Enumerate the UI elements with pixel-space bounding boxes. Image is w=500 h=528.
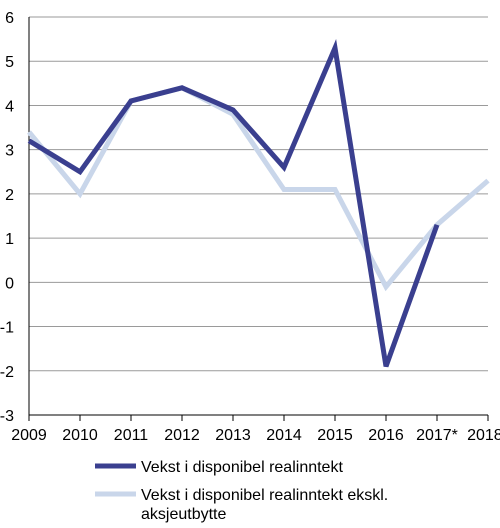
legend-label: Vekst i disponibel realinntekt ekskl. xyxy=(141,487,388,504)
x-tick-label: 2018* xyxy=(467,427,500,444)
y-tick-label: 2 xyxy=(5,187,14,204)
x-tick-label: 2011 xyxy=(114,427,149,444)
x-axis xyxy=(28,414,489,421)
y-tick-label: 6 xyxy=(5,10,14,27)
legend-label: Vekst i disponibel realinntekt xyxy=(141,459,343,476)
series-line-1 xyxy=(27,39,440,368)
y-tick-label: 5 xyxy=(5,54,14,71)
y-tick-label: 3 xyxy=(5,143,14,160)
legend-label: aksjeutbytte xyxy=(141,506,226,523)
y-tick-label: -1 xyxy=(0,320,14,337)
y-tick-label: 1 xyxy=(5,231,14,248)
y-axis-tick-labels: 6 5 4 3 2 1 0 -1 -2 -3 xyxy=(0,10,14,425)
series-line-2 xyxy=(27,85,490,292)
x-tick-label: 2016 xyxy=(368,427,404,444)
legend: Vekst i disponibel realinntekt Vekst i di… xyxy=(95,459,388,523)
x-tick-label: 2017* xyxy=(416,427,458,444)
y-tick-label: 0 xyxy=(5,275,14,292)
x-tick-label: 2009 xyxy=(11,427,47,444)
x-tick-label: 2013 xyxy=(215,427,251,444)
x-tick-label: 2010 xyxy=(62,427,98,444)
x-tick-label: 2012 xyxy=(164,427,200,444)
y-tick-label: 4 xyxy=(5,98,14,115)
x-axis-tick-labels: 2009 2010 2011 2012 2013 2014 2015 2016 2017* 201… xyxy=(11,427,500,444)
x-tick-label: 2014 xyxy=(266,427,302,444)
y-tick-label: -2 xyxy=(0,364,14,381)
gridlines xyxy=(28,16,488,416)
series-lines xyxy=(27,39,490,368)
x-tick-label: 2015 xyxy=(317,427,353,444)
y-tick-label: -3 xyxy=(0,408,14,425)
